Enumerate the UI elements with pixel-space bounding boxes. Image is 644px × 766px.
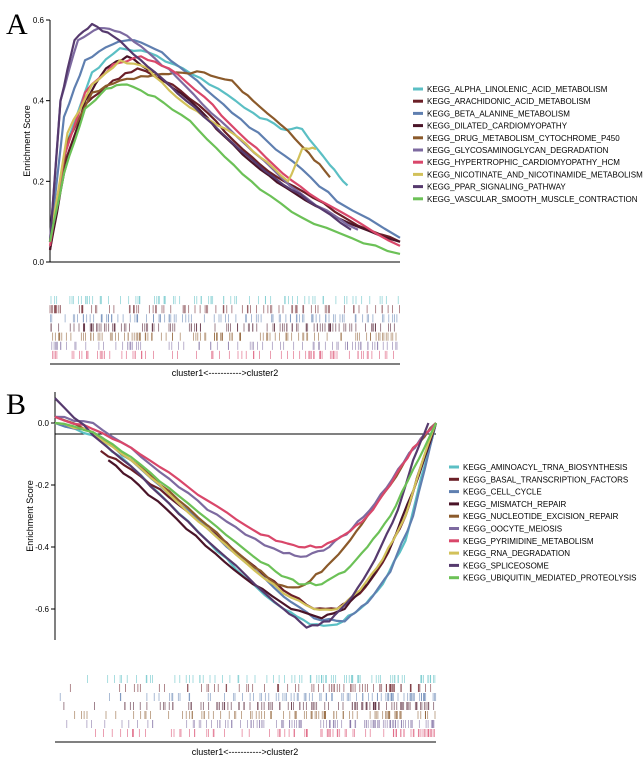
- panel-a-series-line: [48, 70, 331, 242]
- panel-a-y-tick-label: 0.2: [33, 177, 45, 186]
- panel-a-series-line: [48, 22, 352, 242]
- panel-a-x-axis-label: cluster1<----------->cluster2: [172, 368, 279, 378]
- panel-b-legend-label: KEGG_AMINOACYL_TRNA_BIOSYNTHESIS: [463, 463, 628, 472]
- panel-b-y-tick-label: -0.2: [35, 481, 49, 490]
- panel-a-legend-label: KEGG_NICOTINATE_AND_NICOTINAMIDE_METABOL…: [427, 170, 643, 179]
- panel-a-y-tick-label: 0.0: [33, 258, 45, 267]
- panel-a-legend-label: KEGG_PPAR_SIGNALING_PATHWAY: [427, 183, 566, 192]
- panel-b-legend-label: KEGG_MISMATCH_REPAIR: [463, 500, 567, 509]
- panel-a-series-line: [48, 55, 401, 251]
- panel-a-legend-label: KEGG_BETA_ALANINE_METABOLISM: [427, 109, 570, 118]
- panel-b-legend-label: KEGG_UBIQUITIN_MEDIATED_PROTEOLYSIS: [463, 574, 637, 583]
- panel-a-legend-label: KEGG_HYPERTROPHIC_CARDIOMYOPATHY_HCM: [427, 158, 620, 167]
- panel-b-series-line: [54, 421, 438, 611]
- panel-b-legend-label: KEGG_BASAL_TRANSCRIPTION_FACTORS: [463, 475, 628, 484]
- panel-b-y-axis-label: Enrichment Score: [25, 480, 35, 552]
- panel-b-series-line: [54, 397, 430, 629]
- panel-a-plot: 0.0 0.2 0.4 0.6 Enrichment Score KEGG_ALPHA…: [22, 16, 643, 378]
- panel-b-legend-label: KEGG_PYRIMIDINE_METABOLISM: [463, 537, 594, 546]
- panel-a-y-tick-label: 0.6: [33, 16, 45, 25]
- panel-a-y-tick-label: 0.4: [33, 97, 45, 106]
- panel-a-legend-label: KEGG_ARACHIDONIC_ACID_METABOLISM: [427, 97, 591, 106]
- panel-a-series-line: [48, 47, 349, 242]
- panel-b-letter: B: [6, 388, 26, 421]
- panel-a-legend-label: KEGG_DRUG_METABOLISM_CYTOCHROME_P450: [427, 134, 620, 143]
- panel-a-series-line: [48, 55, 401, 247]
- panel-b-y-tick-label: 0.0: [38, 419, 50, 428]
- panel-b-y-tick-label: -0.4: [35, 543, 49, 552]
- panel-b-legend-label: KEGG_NUCLEOTIDE_EXCISION_REPAIR: [463, 512, 619, 521]
- panel-a-series-line: [48, 83, 401, 255]
- panel-b-series-line: [54, 421, 437, 587]
- panel-a-legend-label: KEGG_ALPHA_LINOLENIC_ACID_METABOLISM: [427, 85, 608, 94]
- panel-a-hit-rug: [49, 296, 400, 359]
- panel-b-plot: -0.6 -0.4 -0.2 0.0 Enrichment Score KEGG_AM…: [25, 392, 637, 757]
- panel-a-series-line: [48, 39, 401, 242]
- panel-b-series-line: [54, 415, 437, 549]
- panel-b-hit-rug: [59, 675, 437, 737]
- panel-b-legend-label: KEGG_OOCYTE_MEIOSIS: [463, 525, 562, 534]
- panel-b-x-axis-label: cluster1<----------->cluster2: [192, 747, 299, 757]
- panel-a-series-line: [48, 59, 317, 242]
- panel-b-legend-label: KEGG_CELL_CYCLE: [463, 488, 542, 497]
- panel-a-legend-label: KEGG_GLYCOSAMINOGLYCAN_DEGRADATION: [427, 146, 609, 155]
- panel-a-letter: A: [6, 8, 28, 41]
- panel-b-y-tick-label: -0.6: [35, 605, 49, 614]
- panel-a-y-axis-label: Enrichment Score: [22, 105, 32, 177]
- panel-a-legend-label: KEGG_VASCULAR_SMOOTH_MUSCLE_CONTRACTION: [427, 195, 638, 204]
- panel-b-legend-label: KEGG_RNA_DEGRADATION: [463, 549, 570, 558]
- panel-b-legend-label: KEGG_SPLICEOSOME: [463, 561, 549, 570]
- panel-a-legend-label: KEGG_DILATED_CARDIOMYOPATHY: [427, 122, 568, 131]
